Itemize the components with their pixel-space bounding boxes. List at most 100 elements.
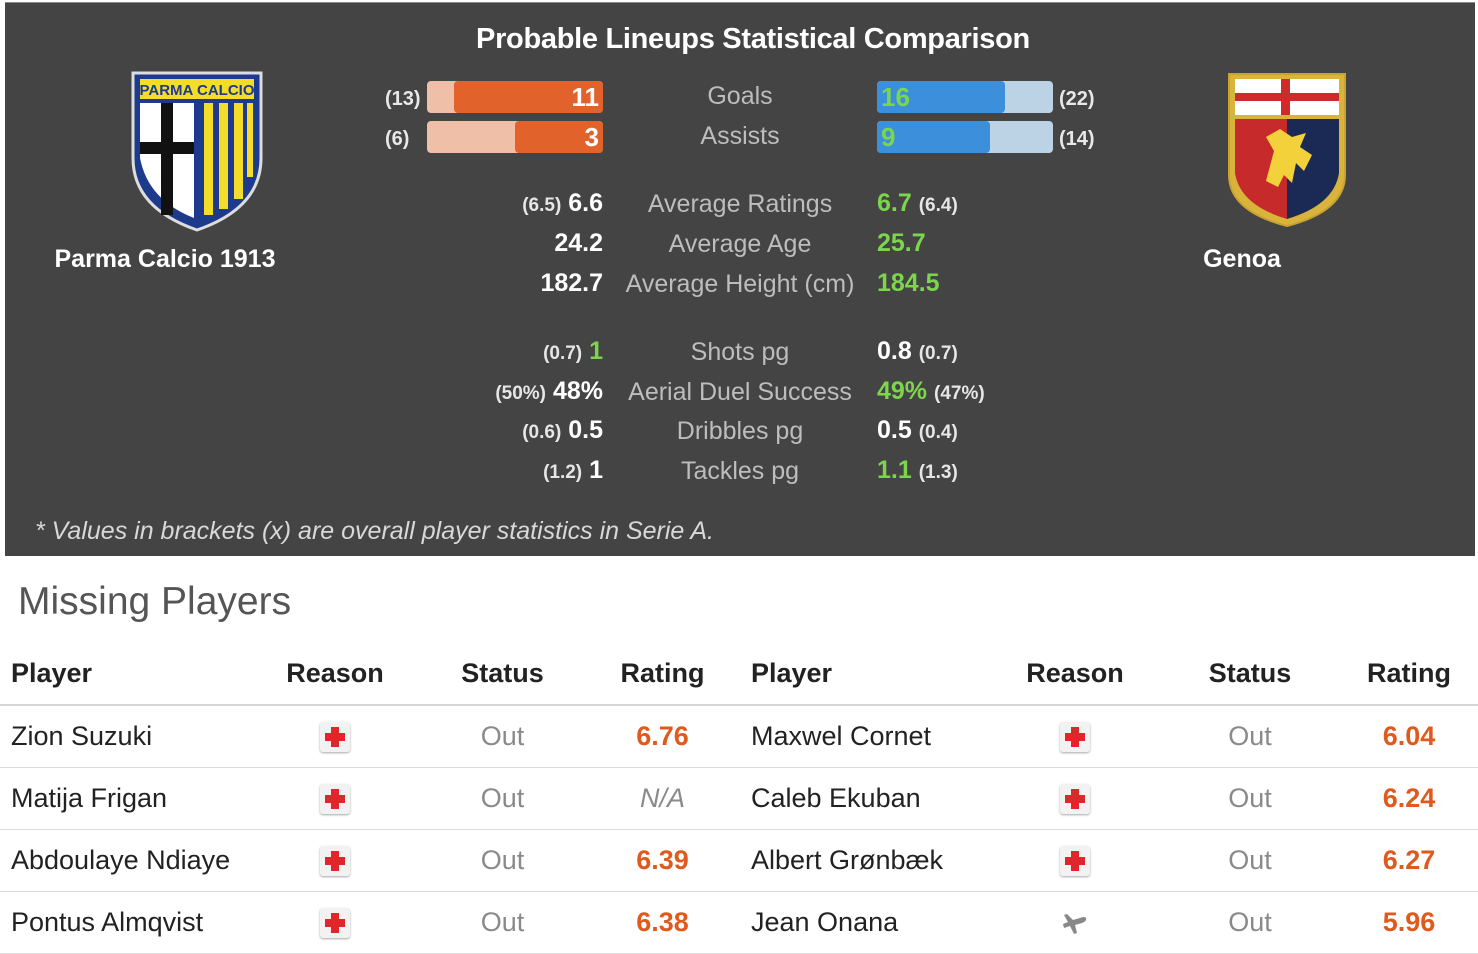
stat-label: Average Age xyxy=(668,230,812,258)
away-assists-bar: 9 xyxy=(877,121,1053,153)
stat-label: Tackles pg xyxy=(680,457,800,485)
rating-cell: 6.24 xyxy=(1340,767,1478,830)
away-assists-value: 9 xyxy=(881,122,896,152)
injury-icon[interactable] xyxy=(1060,846,1090,877)
injury-icon[interactable] xyxy=(320,846,350,877)
away-goals-value: 16 xyxy=(881,82,910,112)
rating-cell: 6.38 xyxy=(585,891,740,954)
home-assists-bar: 3 xyxy=(427,121,603,153)
genoa-crest-icon xyxy=(1228,73,1346,228)
plane-icon[interactable] xyxy=(1060,908,1090,938)
reason-cell xyxy=(250,891,420,954)
header-rating[interactable]: Rating xyxy=(1340,642,1478,706)
home-stat-value: (0.6) 0.5 xyxy=(522,416,603,444)
away-stat-value: 184.5 xyxy=(877,269,940,297)
home-stat-value: (1.2) 1 xyxy=(543,456,603,484)
injury-icon[interactable] xyxy=(320,908,350,939)
rating-cell: 6.27 xyxy=(1340,829,1478,892)
home-assists-bar-fill xyxy=(515,121,603,153)
reason-cell xyxy=(250,829,420,892)
header-status[interactable]: Status xyxy=(1160,642,1340,706)
table-row: Matija Frigan Out N/A Caleb Ekuban Out 6.24 xyxy=(0,767,1478,830)
home-stat-value: (0.7) 1 xyxy=(543,337,603,365)
rating-cell: 6.39 xyxy=(585,829,740,892)
away-assists-bar-fill xyxy=(877,121,991,153)
header-rating[interactable]: Rating xyxy=(585,642,740,706)
reason-cell xyxy=(250,705,420,768)
reason-cell xyxy=(990,705,1160,768)
home-goals-total: (13) xyxy=(385,88,421,110)
player-name[interactable]: Jean Onana xyxy=(740,891,990,954)
away-stat-value: 25.7 xyxy=(877,229,926,257)
reason-cell xyxy=(250,767,420,830)
injury-icon[interactable] xyxy=(320,722,350,753)
away-stat-value: 0.5 (0.4) xyxy=(877,416,958,444)
header-player[interactable]: Player xyxy=(740,642,990,706)
rating-cell: 6.04 xyxy=(1340,705,1478,768)
stat-label: Shots pg xyxy=(690,338,790,366)
reason-cell xyxy=(990,891,1160,954)
home-team-name: Parma Calcio 1913 xyxy=(54,245,276,273)
away-assists-total: (14) xyxy=(1059,128,1095,150)
status-cell: Out xyxy=(1160,705,1340,768)
player-name[interactable]: Pontus Almqvist xyxy=(0,891,250,954)
stat-label: Dribbles pg xyxy=(676,417,804,445)
table-row: Abdoulaye Ndiaye Out 6.39 Albert Grønbæk Out… xyxy=(0,829,1478,892)
player-name[interactable]: Caleb Ekuban xyxy=(740,767,990,830)
injury-icon[interactable] xyxy=(320,784,350,815)
away-stat-value: 0.8 (0.7) xyxy=(877,337,958,365)
assists-label: Assists xyxy=(700,122,780,150)
parma-crest-icon: PARMA CALCIO xyxy=(131,71,263,232)
reason-cell xyxy=(990,767,1160,830)
rating-cell: N/A xyxy=(585,767,740,830)
home-stat-value: (6.5) 6.6 xyxy=(522,189,603,217)
home-stat-value: (50%) 48% xyxy=(495,377,603,405)
rating-cell: 5.96 xyxy=(1340,891,1478,954)
table-header-row: Player Reason Status Rating Player Reaso… xyxy=(0,642,1478,706)
footnote: * Values in brackets (x) are overall pla… xyxy=(35,517,714,545)
status-cell: Out xyxy=(420,829,585,892)
header-reason[interactable]: Reason xyxy=(990,642,1160,706)
lineup-comparison-panel: Probable Lineups Statistical Comparison … xyxy=(5,2,1475,556)
missing-players-table: Player Reason Status Rating Player Reaso… xyxy=(0,642,1478,954)
status-cell: Out xyxy=(420,891,585,954)
header-status[interactable]: Status xyxy=(420,642,585,706)
home-stat-value: 182.7 xyxy=(540,269,603,297)
home-assists-value: 3 xyxy=(584,122,599,152)
missing-players-title: Missing Players xyxy=(18,580,292,623)
status-cell: Out xyxy=(1160,891,1340,954)
player-name[interactable]: Abdoulaye Ndiaye xyxy=(0,829,250,892)
panel-title: Probable Lineups Statistical Comparison xyxy=(476,23,1030,55)
player-name[interactable]: Maxwel Cornet xyxy=(740,705,990,768)
rating-cell: 6.76 xyxy=(585,705,740,768)
home-stat-value: 24.2 xyxy=(554,229,603,257)
home-assists-total: (6) xyxy=(385,128,410,150)
table-row: Pontus Almqvist Out 6.38 Jean Onana Out 5.96 xyxy=(0,891,1478,954)
stat-label: Average Ratings xyxy=(647,190,833,218)
injury-icon[interactable] xyxy=(1060,784,1090,815)
player-name[interactable]: Albert Grønbæk xyxy=(740,829,990,892)
crest-text: PARMA CALCIO xyxy=(140,82,255,99)
player-name[interactable]: Zion Suzuki xyxy=(0,705,250,768)
status-cell: Out xyxy=(1160,767,1340,830)
stat-label: Aerial Duel Success xyxy=(628,378,852,406)
status-cell: Out xyxy=(1160,829,1340,892)
home-goals-bar: 11 xyxy=(427,81,603,113)
status-cell: Out xyxy=(420,705,585,768)
home-goals-value: 11 xyxy=(571,82,600,112)
reason-cell xyxy=(990,829,1160,892)
away-goals-bar: 16 xyxy=(877,81,1053,113)
table-row: Zion Suzuki Out 6.76 Maxwel Cornet Out 6.04 xyxy=(0,705,1478,768)
stat-label: Average Height (cm) xyxy=(625,270,855,298)
header-reason[interactable]: Reason xyxy=(250,642,420,706)
injury-icon[interactable] xyxy=(1060,722,1090,753)
away-team-name: Genoa xyxy=(1203,245,1281,273)
home-goals-bar-fill xyxy=(454,81,603,113)
away-goals-bar-fill xyxy=(877,81,1005,113)
player-name[interactable]: Matija Frigan xyxy=(0,767,250,830)
header-player[interactable]: Player xyxy=(0,642,250,706)
status-cell: Out xyxy=(420,767,585,830)
away-goals-total: (22) xyxy=(1059,88,1095,110)
away-stat-value: 1.1 (1.3) xyxy=(877,456,958,484)
home-rating-value: 6.6 xyxy=(568,189,603,217)
